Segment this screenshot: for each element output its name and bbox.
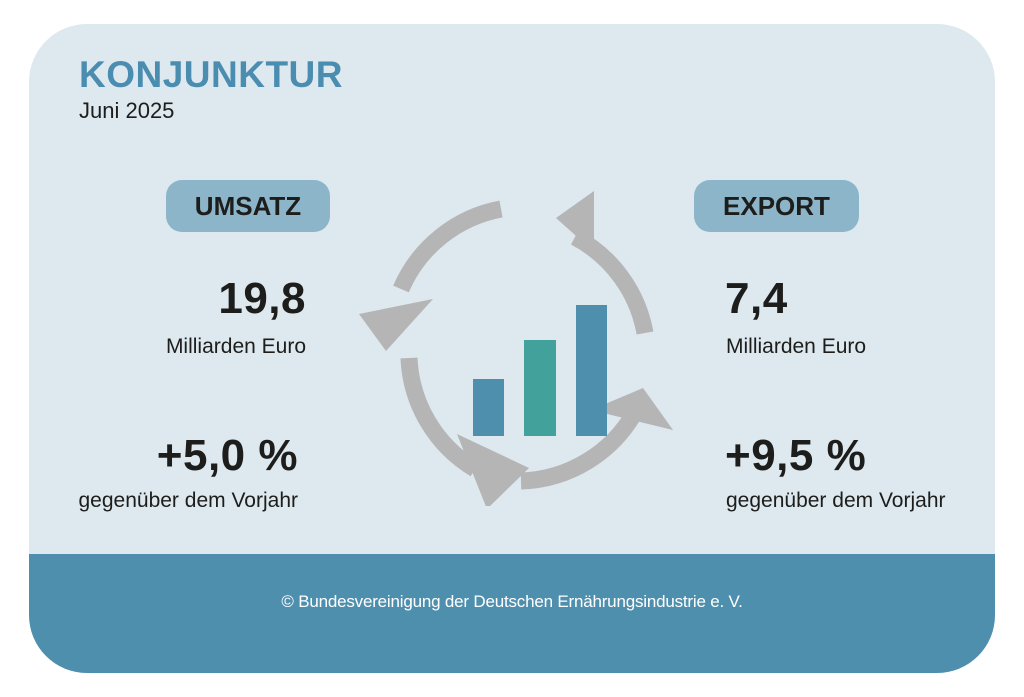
arrowhead-right-icon bbox=[591, 388, 673, 430]
bar-medium bbox=[524, 340, 556, 436]
arrowhead-bottom-icon bbox=[457, 434, 529, 506]
arrow-bottom-right-icon bbox=[520, 407, 643, 490]
bar-small bbox=[473, 379, 504, 436]
umsatz-badge: UMSATZ bbox=[166, 180, 330, 232]
arrowhead-top-icon bbox=[556, 191, 594, 252]
cycle-arrows-bar-chart-icon bbox=[359, 191, 673, 506]
arrow-top-left-icon bbox=[393, 200, 503, 293]
umsatz-unit: Milliarden Euro bbox=[165, 335, 306, 358]
page-title: KONJUNKTUR bbox=[79, 54, 343, 95]
export-compare-label: gegenüber dem Vorjahr bbox=[726, 489, 946, 512]
page-date: Juni 2025 bbox=[79, 98, 175, 123]
footer-bar: © Bundesvereinigung der Deutschen Ernähr… bbox=[29, 554, 995, 673]
export-change: +9,5 % bbox=[725, 431, 867, 480]
cycle-arrows-icon bbox=[393, 200, 654, 490]
export-badge: EXPORT bbox=[694, 180, 859, 232]
export-unit: Milliarden Euro bbox=[726, 335, 867, 358]
konjunktur-card: KONJUNKTUR Juni 2025 UMSATZ EXPORT 19,8 … bbox=[29, 24, 995, 673]
umsatz-compare-label: gegenüber dem Vorjahr bbox=[78, 489, 299, 512]
bar-large bbox=[576, 305, 607, 436]
export-value: 7,4 bbox=[725, 274, 788, 323]
arrow-bottom-left-icon bbox=[400, 357, 480, 477]
arrowhead-left-icon bbox=[359, 299, 433, 351]
umsatz-value: 19,8 bbox=[218, 274, 306, 323]
umsatz-change: +5,0 % bbox=[156, 431, 298, 480]
bar-chart-icon bbox=[473, 305, 607, 436]
copyright-text: © Bundesvereinigung der Deutschen Ernähr… bbox=[281, 592, 743, 611]
